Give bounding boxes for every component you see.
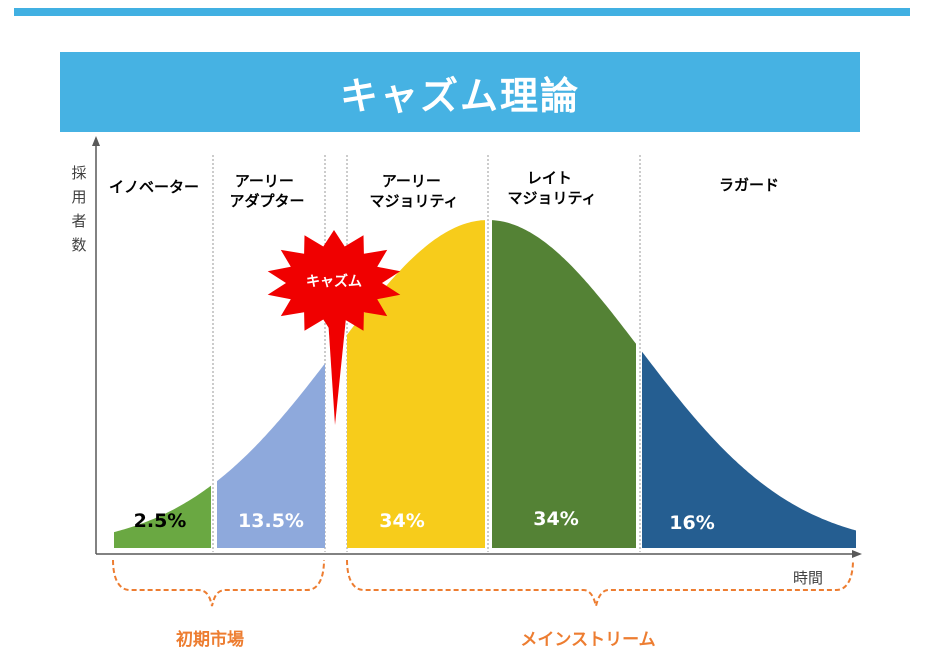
early-adopters-percent: 13.5% [238, 510, 304, 532]
innovators-area [114, 485, 211, 548]
chasm-spike [328, 318, 346, 425]
y-axis-arrow [92, 136, 100, 146]
title-banner: キャズム理論 [60, 52, 860, 132]
top-accent-bar [14, 8, 910, 16]
x-axis-label: 時間 [793, 569, 823, 587]
early-majority-area [347, 220, 485, 548]
innovators-percent: 2.5% [134, 510, 187, 532]
x-axis-arrow [852, 550, 862, 558]
early-adopters-area [217, 363, 325, 548]
y-axis-label-char: 採 [71, 164, 86, 182]
chasm-label: キャズム [306, 273, 362, 290]
innovators-label: イノベーター [109, 178, 199, 196]
early-market-bracket [112, 559, 325, 607]
chasm-starburst [267, 230, 401, 336]
late-majority-percent: 34% [533, 508, 578, 530]
y-axis-label-char: 用 [71, 188, 86, 206]
y-axis-label-char: 数 [71, 236, 86, 254]
early-majority-label: アーリー マジョリティ [369, 172, 458, 210]
mainstream-bracket [346, 559, 854, 607]
laggards-area [642, 351, 856, 548]
mainstream-label: メインストリーム [520, 630, 655, 650]
early-market-label: 初期市場 [176, 629, 244, 650]
early-majority-percent: 34% [379, 510, 424, 532]
laggards-percent: 16% [669, 512, 714, 534]
late-majority-label: レイト マジョリティ [507, 169, 596, 207]
late-majority-area [492, 220, 636, 548]
laggards-label: ラガード [719, 176, 779, 194]
page-title: キャズム理論 [339, 73, 580, 118]
early-adopters-label: アーリー アダプター [229, 172, 304, 210]
y-axis-label-char: 者 [71, 212, 86, 230]
